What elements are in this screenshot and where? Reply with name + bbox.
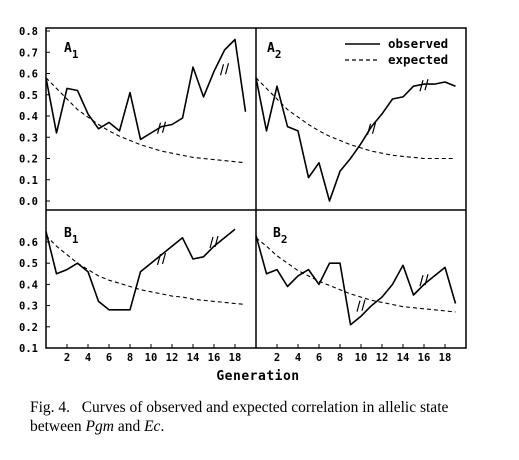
x-tick-label-b2: 14 — [397, 352, 410, 364]
x-tick-label-b1: 16 — [208, 352, 221, 364]
x-tick-label-b2: 4 — [295, 352, 301, 364]
x-tick-label-b1: 4 — [85, 352, 91, 364]
y-tick-label-a1: 0.1 — [19, 175, 38, 187]
expected-line-b1 — [45, 235, 246, 306]
panel-label-a1: A1 — [64, 41, 79, 61]
observed-line-a1 — [45, 38, 247, 141]
chart-marks: 0.0 0.1 0.2 0.3 0.4 0.5 0.6 0.7 0.8 0.1 0.2 0.3 0.4 0… — [19, 26, 457, 364]
y-tick-label-a1: 0.0 — [19, 196, 38, 208]
x-tick-label-b1: 8 — [127, 352, 133, 364]
legend-observed-label: observed — [388, 36, 448, 51]
observed-line-a2 — [255, 77, 456, 202]
x-tick-label-b2: 16 — [418, 352, 431, 364]
x-tick-label-b1: 10 — [145, 352, 158, 364]
expected-line-b2 — [255, 237, 456, 313]
caption-end: . — [160, 418, 165, 435]
break-mark-a2 — [419, 79, 429, 92]
x-tick-label-b1: 18 — [229, 352, 242, 364]
y-tick-label-a1: 0.4 — [19, 111, 38, 123]
y-tick-label-b1: 0.1 — [19, 343, 38, 355]
caption-label: Fig. 4. — [30, 399, 71, 416]
y-tick-label-b1: 0.3 — [19, 301, 38, 313]
y-tick-label-a1: 0.5 — [19, 90, 38, 102]
observed-line-b2 — [255, 235, 457, 326]
break-mark-b2 — [356, 299, 366, 312]
y-tick-label-b1: 0.4 — [19, 279, 38, 291]
y-tick-label-a1: 0.7 — [19, 47, 38, 59]
x-tick-label-b1: 12 — [166, 352, 179, 364]
figure-caption: Fig. 4. Curves of observed and expected … — [30, 398, 500, 436]
caption-text: Curves of observed and expected correlat… — [30, 399, 449, 435]
break-mark-a1 — [156, 121, 167, 134]
y-tick-label-a1: 0.3 — [19, 132, 38, 144]
expected-line-a2 — [255, 77, 456, 160]
panel-label-b1: B1 — [64, 226, 79, 246]
expected-line-a1 — [45, 77, 246, 164]
break-mark-a2 — [366, 122, 377, 135]
break-mark-b1 — [156, 252, 167, 266]
x-tick-label-b1: 14 — [187, 352, 200, 364]
x-tick-label-b2: 6 — [316, 352, 322, 364]
y-tick-label-b1: 0.6 — [19, 237, 38, 249]
observed-line-b1 — [45, 228, 236, 311]
y-tick-label-b1: 0.5 — [19, 258, 38, 270]
y-tick-label-a1: 0.2 — [19, 154, 38, 166]
panel-label-a2: A2 — [267, 41, 281, 61]
panel-label-b2: B2 — [273, 226, 287, 246]
x-tick-label-b2: 10 — [355, 352, 368, 364]
break-mark-b2 — [419, 274, 429, 287]
caption-gene-pgm: Pgm — [85, 418, 114, 435]
legend-expected-label: expected — [388, 52, 448, 67]
x-tick-label-b2: 18 — [439, 352, 452, 364]
x-tick-label-b1: 2 — [64, 352, 70, 364]
break-mark-b1 — [209, 235, 219, 249]
y-tick-label-a1: 0.6 — [19, 69, 38, 81]
x-axis-title: Generation — [216, 369, 299, 384]
caption-gene-ec: Ec — [144, 418, 161, 435]
x-tick-label-b2: 2 — [274, 352, 280, 364]
y-tick-label-a1: 0.8 — [19, 26, 38, 38]
caption-and: and — [113, 418, 145, 435]
x-tick-label-b1: 6 — [106, 352, 112, 364]
figure-svg: A1 A2 B1 B2 observed expected Generation… — [19, 26, 467, 384]
x-tick-label-b2: 12 — [376, 352, 389, 364]
break-mark-a1 — [219, 63, 230, 76]
x-tick-label-b2: 8 — [337, 352, 343, 364]
y-tick-label-b1: 0.2 — [19, 322, 38, 334]
